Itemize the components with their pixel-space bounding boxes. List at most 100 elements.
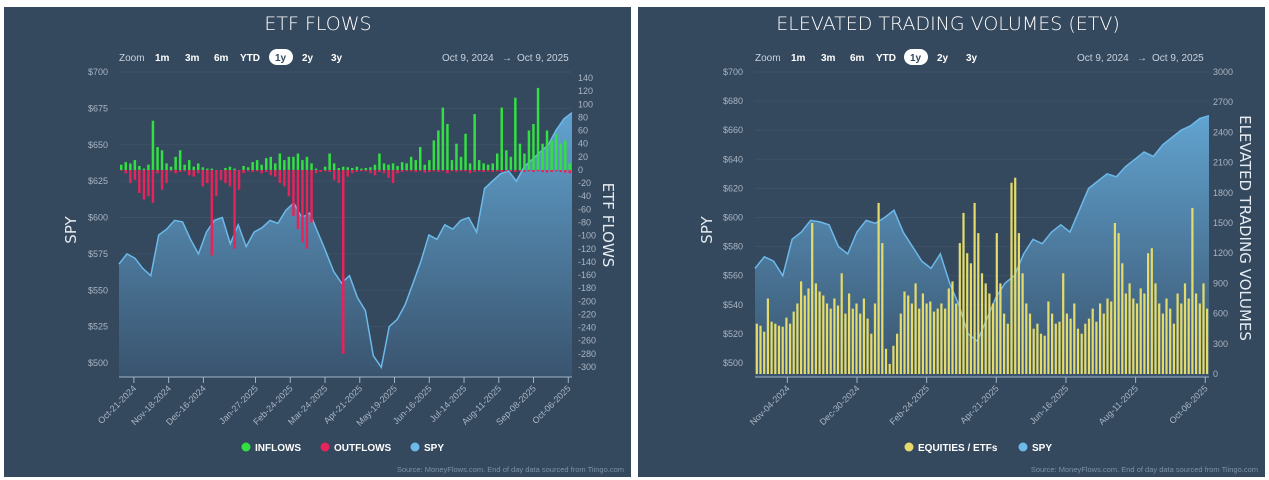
equities-etfs-bar: [770, 321, 773, 374]
inflows-bar: [473, 114, 476, 170]
zoom-button-6m[interactable]: 6m: [850, 53, 865, 64]
equities-etfs-bar: [1036, 323, 1039, 374]
outflows-bar: [396, 170, 399, 174]
zoom-button-1m[interactable]: 1m: [155, 53, 170, 64]
equities-etfs-bar: [848, 293, 851, 374]
zoom-button-3m[interactable]: 3m: [185, 53, 200, 64]
legend-item-equities-etfs[interactable]: EQUITIES / ETFs: [904, 442, 998, 455]
outflows-bar: [305, 170, 309, 249]
y-right-tick-label: 60: [578, 126, 588, 136]
zoom-button-2y[interactable]: 2y: [302, 53, 314, 64]
equities-etfs-bar: [944, 308, 947, 374]
zoom-button-3m[interactable]: 3m: [821, 53, 836, 64]
equities-etfs-bar: [755, 323, 758, 374]
equities-etfs-bar: [1058, 321, 1061, 374]
zoom-button-6m[interactable]: 6m: [214, 53, 229, 64]
equities-etfs-bar: [951, 281, 954, 374]
legend-item-inflows[interactable]: INFLOWS: [241, 442, 302, 455]
inflows-bar: [554, 133, 558, 170]
legend-label: SPY: [424, 443, 444, 454]
equities-etfs-bar: [1150, 248, 1153, 374]
inflows-legend-dot: [241, 442, 251, 452]
legend-item-spy[interactable]: SPY: [410, 442, 445, 455]
outflows-bar: [169, 170, 173, 172]
y-right-tick-label: 900: [1213, 278, 1228, 288]
zoom-button-1y[interactable]: 1y: [904, 49, 928, 65]
equities-etfs-bar: [1039, 333, 1043, 374]
equities-etfs-bar: [777, 325, 781, 374]
equities-etfs-bar: [1076, 328, 1080, 374]
date-from[interactable]: Oct 9, 2024: [442, 53, 494, 64]
inflows-bar: [210, 168, 214, 170]
date-arrow: →: [502, 53, 512, 64]
inflows-bar: [364, 168, 368, 170]
equities-etfs-bar: [1161, 313, 1165, 374]
zoom-button-ytd[interactable]: YTD: [240, 53, 260, 64]
equities-etfs-bar: [1198, 303, 1201, 374]
legend: EQUITIES / ETFs SPY: [904, 442, 1053, 455]
zoom-button-label: 1m: [791, 53, 806, 64]
inflows-bar: [382, 163, 386, 170]
y-axis-left-title: SPY: [62, 215, 80, 243]
date-from[interactable]: Oct 9, 2024: [1077, 53, 1129, 64]
outflows-bar: [554, 170, 558, 172]
inflows-bar: [197, 163, 200, 170]
legend-item-outflows[interactable]: OUTFLOWS: [320, 442, 392, 455]
legend-item-spy[interactable]: SPY: [1018, 442, 1053, 455]
inflows-bar: [527, 130, 531, 170]
zoom-button-3y[interactable]: 3y: [966, 53, 978, 64]
outflows-bar: [328, 170, 331, 172]
inflows-bar: [160, 150, 164, 170]
y-left-tick-label: $600: [723, 213, 743, 223]
legend: INFLOWS OUTFLOWS SPY: [241, 442, 445, 455]
zoom-button-label: 3y: [966, 53, 978, 64]
equities-etfs-bar: [955, 303, 958, 374]
zoom-button-2y[interactable]: 2y: [937, 53, 949, 64]
equities-etfs-bar: [929, 301, 932, 374]
inflows-bar: [414, 160, 417, 170]
outflows-bar: [138, 170, 141, 193]
outflows-bar: [215, 170, 218, 197]
outflows-bar: [355, 170, 359, 172]
inflows-bar: [360, 168, 363, 170]
equities-etfs-bar: [914, 283, 917, 374]
date-to[interactable]: Oct 9, 2025: [1152, 53, 1204, 64]
outflows-bar: [532, 170, 535, 172]
inflows-bar: [265, 158, 268, 170]
inflows-bar: [559, 143, 562, 170]
equities-etfs-bar: [966, 253, 969, 374]
equities-etfs-bar: [789, 323, 792, 374]
zoom-button-3y[interactable]: 3y: [331, 53, 343, 64]
equities-etfs-bar: [984, 283, 987, 374]
outflows-bar: [323, 170, 327, 172]
outflows-bar: [545, 170, 549, 173]
zoom-button-ytd[interactable]: YTD: [876, 53, 896, 64]
y-right-tick-label: -100: [578, 231, 596, 241]
y-left-tick-label: $550: [88, 285, 108, 295]
equities-etfs-bar: [932, 311, 936, 374]
inflows-bar: [246, 167, 250, 170]
zoom-button-label: 3m: [185, 53, 200, 64]
equities-etfs-bar: [822, 295, 825, 374]
outflows-bar: [242, 170, 245, 174]
etf-flows-panel: ETF FLOWS Zoom 1m 3m 6m YTD 1y 2y 3y Oct 9, 202…: [4, 7, 631, 477]
inflows-bar: [138, 166, 141, 170]
equities-etfs-bar: [999, 283, 1002, 374]
equities-etfs-bar: [1132, 298, 1135, 374]
zoom-button-1m[interactable]: 1m: [791, 53, 806, 64]
zoom-button-1y[interactable]: 1y: [269, 49, 293, 65]
y-right-tick-label: 1200: [1213, 248, 1233, 258]
equities-etfs-bar: [1202, 283, 1205, 374]
inflows-bar: [564, 140, 567, 170]
inflows-bar: [396, 166, 399, 170]
y-right-tick-label: -60: [578, 204, 591, 214]
equities-etfs-bar: [1099, 303, 1102, 374]
inflows-bar: [124, 162, 127, 170]
date-to[interactable]: Oct 9, 2025: [517, 53, 569, 64]
outflows-bar: [274, 170, 277, 177]
inflows-bar: [536, 87, 540, 170]
inflows-bar: [468, 163, 472, 170]
inflows-bar: [509, 156, 513, 170]
outflows-bar: [269, 170, 272, 176]
inflows-bar: [296, 153, 300, 170]
